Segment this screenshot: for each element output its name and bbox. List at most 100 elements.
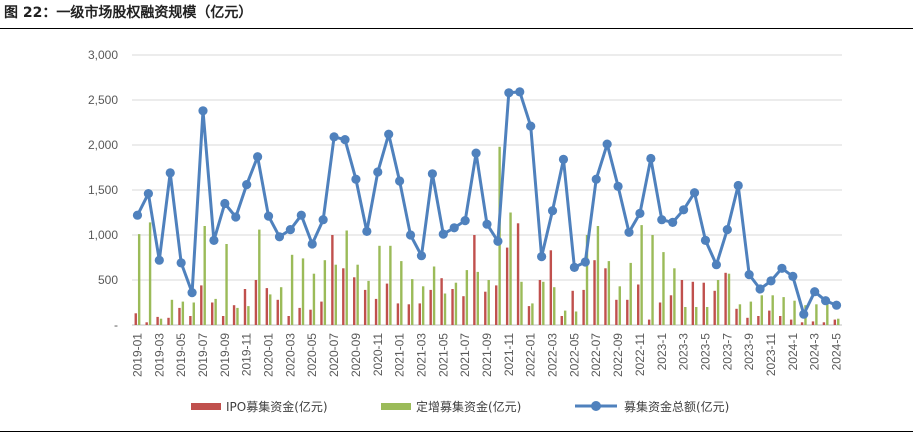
total-point: [821, 296, 831, 306]
x-tick-label: 2019-05: [174, 333, 188, 377]
total-point: [198, 106, 208, 116]
x-tick-label: 2020-11: [371, 333, 385, 376]
x-tick-label: 2021-11: [502, 333, 516, 376]
ipo-bar: [156, 316, 159, 325]
ipo-bar: [724, 272, 727, 325]
x-tick-label: 2020-03: [283, 333, 297, 377]
placement-bar: [793, 300, 796, 325]
ipo-bar: [167, 317, 170, 325]
total-point: [329, 132, 339, 142]
placement-bar: [618, 286, 621, 325]
placement-bar: [531, 303, 534, 325]
ipo-bar: [353, 277, 356, 325]
x-tick-label: 2022-07: [589, 333, 603, 377]
placement-bar: [454, 282, 458, 325]
ipo-bar: [691, 281, 695, 325]
ipo-bar: [200, 285, 203, 325]
ipo-bar: [298, 307, 301, 325]
total-point: [416, 251, 427, 261]
total-point: [154, 255, 164, 265]
ipo-bar: [615, 299, 618, 325]
x-tick-label: 2020-09: [349, 333, 363, 377]
total-point: [176, 258, 186, 268]
x-tick-label: 2022-05: [567, 333, 581, 377]
placement-bar: [214, 298, 217, 325]
placement-bar: [290, 254, 294, 325]
placement-bar: [749, 301, 753, 325]
placement-bar: [279, 287, 283, 325]
total-point: [700, 235, 711, 245]
ipo-bar: [232, 305, 236, 325]
placement-bar: [553, 287, 556, 325]
figure-title: 图 22：一级市场股权融资规模（亿元）: [4, 5, 253, 21]
placement-bar: [148, 222, 152, 325]
ipo-bar: [505, 247, 509, 325]
y-tick-label: -: [114, 318, 118, 332]
total-point: [285, 225, 295, 235]
placement-bar: [400, 261, 403, 325]
total-point: [449, 223, 459, 233]
y-tick-label: 3,000: [88, 48, 118, 62]
total-point: [263, 211, 274, 221]
total-point: [296, 210, 306, 220]
placement-bar: [574, 311, 578, 325]
placement-bar: [323, 260, 327, 325]
legend-placement-swatch: [381, 403, 411, 410]
x-tick-label: 2023-1: [655, 333, 669, 371]
ipo-bar: [276, 299, 279, 325]
x-tick-label: 2020-01: [262, 333, 276, 377]
total-point: [558, 154, 569, 164]
total-point: [231, 212, 241, 222]
total-series-line: [136, 90, 838, 316]
placement-bar: [684, 307, 687, 325]
ipo-bar: [342, 268, 345, 325]
total-point: [635, 208, 645, 218]
total-point: [209, 235, 219, 245]
placement-bar: [411, 279, 414, 325]
ipo-bar: [669, 295, 673, 325]
total-point: [657, 215, 667, 225]
placement-bar: [432, 266, 436, 325]
placement-bar: [345, 230, 348, 325]
total-point: [515, 87, 525, 97]
ipo-bar: [582, 289, 585, 325]
total-point: [395, 176, 405, 186]
total-point: [580, 257, 590, 267]
ipo-bar: [385, 283, 389, 325]
x-tick-label: 2023-3: [677, 333, 691, 371]
ipo-bar: [757, 316, 760, 325]
placement-bar: [727, 273, 731, 325]
total-point: [526, 121, 536, 131]
ipo-bar: [320, 301, 323, 325]
ipo-bar: [309, 309, 312, 325]
x-tick-label: 2022-09: [611, 333, 625, 377]
placement-bar: [837, 318, 840, 325]
total-point: [405, 230, 416, 240]
placement-bar: [563, 310, 567, 325]
x-tick-label: 2019-01: [130, 333, 144, 377]
x-tick-label: 2021-05: [436, 333, 450, 377]
ipo-bar: [702, 282, 705, 325]
total-point: [668, 217, 678, 227]
placement-bar: [203, 226, 206, 325]
total-point: [613, 181, 623, 191]
placement-bar: [487, 280, 490, 325]
ipo-bar: [647, 319, 651, 325]
x-tick-label: 2019-09: [218, 333, 232, 377]
placement-bar: [771, 295, 774, 325]
x-tick-label: 2022-01: [524, 333, 538, 377]
x-tick-label: 2021-07: [458, 333, 472, 377]
total-point: [132, 210, 143, 220]
x-tick-label: 2020-07: [327, 333, 341, 377]
placement-bar: [465, 270, 469, 325]
ipo-bar: [713, 290, 716, 325]
placement-bar: [301, 258, 305, 325]
ipo-bar: [145, 322, 148, 325]
ipo-bar: [527, 306, 531, 325]
ipo-bar: [440, 278, 443, 325]
total-point: [165, 168, 175, 178]
gridlines: [132, 54, 842, 326]
ipo-bar: [254, 280, 258, 325]
total-point: [810, 287, 820, 297]
